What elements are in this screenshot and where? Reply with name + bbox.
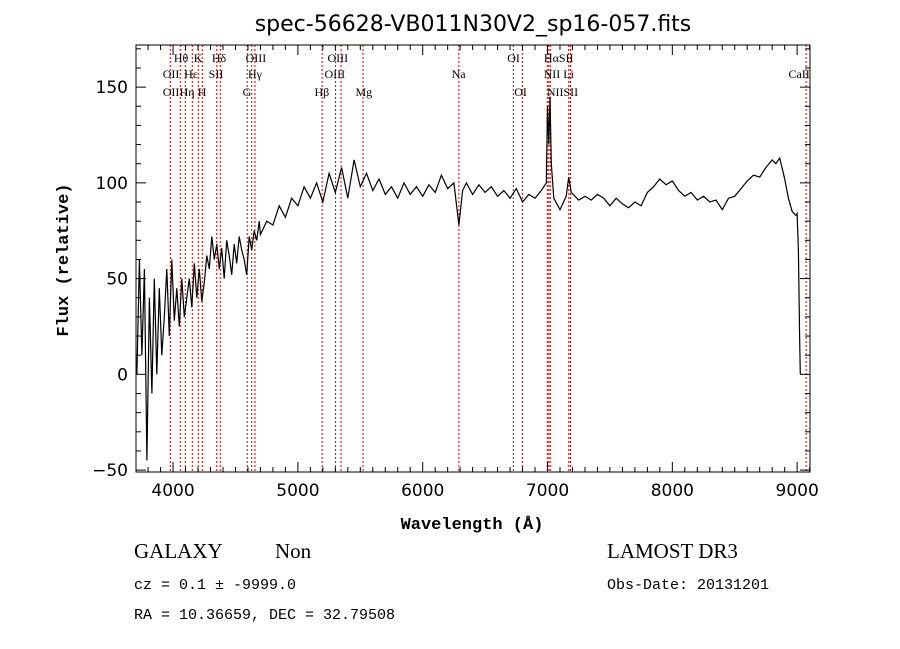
line-label: NII Li	[544, 67, 575, 81]
line-label: OII	[163, 85, 180, 99]
y-tick-label: 50	[106, 270, 128, 290]
line-label: Hε	[184, 67, 198, 81]
y-tick-label: 100	[96, 174, 128, 194]
line-label: Hθ	[174, 51, 189, 65]
line-label: OIII	[246, 51, 267, 65]
x-tick-label: 9000	[776, 481, 819, 501]
line-label: OIII	[325, 67, 346, 81]
x-tick-label: 6000	[401, 481, 444, 501]
line-label: Mg	[355, 85, 372, 99]
line-labels: Hθ K Hδ OIII OIII OI HαSII OII Hε SII Hγ OIII Na NII …	[163, 51, 810, 99]
axis-ticks	[136, 45, 811, 472]
obs-date: Obs-Date: 20131201	[607, 577, 769, 594]
x-axis-label: Wavelength (Å)	[401, 515, 544, 535]
survey-name: LAMOST DR3	[607, 539, 738, 563]
x-tick-label: 4000	[151, 481, 194, 501]
y-tick-label: 150	[96, 78, 128, 98]
line-label: K	[194, 51, 203, 65]
x-tick-label: 7000	[526, 481, 569, 501]
line-label: G	[243, 85, 252, 99]
line-label: CaII	[788, 67, 809, 81]
chart-title: spec-56628-VB011N30V2_sp16-057.fits	[255, 12, 692, 37]
line-markers	[169, 45, 807, 472]
line-label: OI	[514, 85, 527, 99]
coordinates-text: RA = 10.36659, DEC = 32.79508	[134, 607, 395, 624]
x-tick-labels: 4000 5000 6000 7000 8000 9000	[151, 481, 818, 501]
x-tick-label: 5000	[276, 481, 319, 501]
y-tick-label: 0	[117, 365, 128, 385]
line-label: OII	[163, 67, 180, 81]
y-axis-label: Flux (relative)	[55, 183, 74, 336]
line-label: OIII	[327, 51, 348, 65]
x-tick-label: 8000	[651, 481, 694, 501]
line-label: Na	[452, 67, 467, 81]
line-label: Hγ	[248, 67, 263, 81]
line-label: OI	[507, 51, 520, 65]
line-label: SII	[209, 67, 224, 81]
y-tick-labels: −50 0 50 100 150	[92, 78, 128, 481]
line-label: HαSII	[544, 51, 574, 65]
redshift-text: cz = 0.1 ± -9999.0	[134, 577, 296, 594]
y-tick-label: −50	[92, 461, 128, 481]
line-label: Hδ	[212, 51, 227, 65]
line-label: NIISII	[547, 85, 578, 99]
object-subclass: Non	[275, 539, 312, 563]
spectrum-line	[136, 96, 801, 461]
line-label: Hη	[180, 85, 195, 99]
line-label: H	[198, 85, 207, 99]
object-class: GALAXY	[134, 539, 223, 563]
line-label: Hβ	[314, 85, 329, 99]
